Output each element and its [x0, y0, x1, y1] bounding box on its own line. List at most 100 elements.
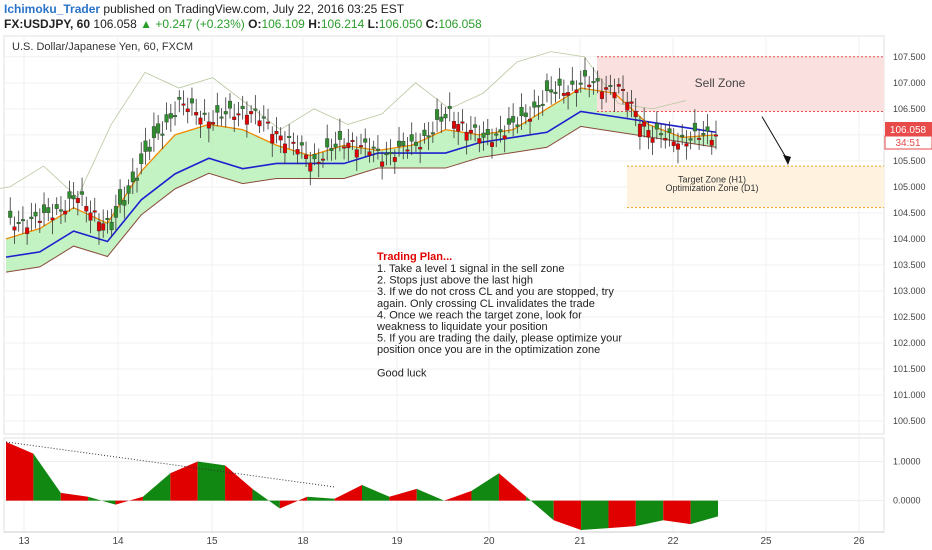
- low-label: L:: [367, 17, 379, 31]
- candle-body: [443, 113, 448, 119]
- candle-body: [240, 105, 245, 109]
- candle-body: [215, 105, 220, 113]
- price-chart[interactable]: Sell Zone Target Zone (H1)Optimization Zo…: [0, 32, 932, 550]
- candle-body: [659, 133, 664, 136]
- candle-body: [612, 92, 617, 99]
- candle-body: [650, 138, 655, 143]
- candle-body: [109, 221, 114, 231]
- plan-line-6: weakness to liquidate your position: [376, 321, 548, 333]
- candle-body: [92, 210, 97, 213]
- candle-body: [422, 129, 427, 136]
- publish-line: Ichimoku_Trader published on TradingView…: [4, 2, 404, 16]
- candle-body: [346, 142, 351, 149]
- arrow-shaft: [761, 116, 789, 162]
- candle-body: [151, 126, 156, 139]
- candle-body: [439, 116, 444, 122]
- candle-body: [570, 80, 575, 85]
- candle-body: [523, 112, 528, 117]
- y-tick-101.000: 101.000: [893, 390, 926, 400]
- candle-body: [511, 116, 516, 123]
- plan-line-7: 5. If you are trading the daily, please …: [377, 333, 622, 345]
- candles: [8, 57, 719, 245]
- y-tick-103.000: 103.000: [893, 286, 926, 296]
- osc-histogram-segment: [608, 500, 636, 529]
- plan-line-2: 2. Stops just above the last high: [377, 275, 533, 287]
- candle-body: [532, 101, 537, 108]
- candle-body: [46, 207, 51, 213]
- candle-body: [143, 140, 148, 152]
- candle-body: [249, 111, 254, 115]
- candle-body: [244, 114, 249, 125]
- symbol-label[interactable]: FX:USDJPY, 60: [4, 17, 91, 31]
- candle-body: [333, 143, 338, 148]
- symbol-line: FX:USDJPY, 60 106.058 ▲ +0.247 (+0.23%) …: [4, 17, 482, 31]
- candle-body: [316, 161, 321, 164]
- author-link[interactable]: Ichimoku_Trader: [4, 2, 101, 16]
- osc-histogram-segment: [635, 500, 664, 527]
- x-tick-26: 26: [853, 536, 865, 547]
- candle-body: [29, 216, 34, 220]
- x-tick-18: 18: [297, 536, 309, 547]
- candle-body: [291, 141, 296, 144]
- candle-body: [371, 146, 376, 149]
- candle-body: [227, 100, 232, 109]
- candle-body: [50, 217, 55, 221]
- x-tick-14: 14: [112, 536, 124, 547]
- x-tick-21: 21: [574, 536, 586, 547]
- y-axis: 107.500107.000106.500106.000105.500105.0…: [893, 52, 926, 426]
- candle-body: [37, 220, 42, 223]
- annotations: Sell Zone Target Zone (H1)Optimization Zo…: [376, 76, 791, 379]
- candle-body: [329, 147, 334, 151]
- close-value: 106.058: [438, 17, 482, 31]
- arrow-head: [783, 154, 791, 166]
- candle-body: [295, 149, 300, 155]
- y-tick-100.500: 100.500: [893, 416, 926, 426]
- candle-body: [304, 154, 309, 160]
- candle-body: [561, 92, 566, 96]
- candle-body: [177, 97, 182, 100]
- candle-body: [464, 131, 469, 141]
- y-tick-104.500: 104.500: [893, 208, 926, 218]
- candle-body: [473, 124, 478, 128]
- y-tick-107.000: 107.000: [893, 78, 926, 88]
- candle-body: [12, 226, 17, 231]
- candle-body: [130, 171, 135, 183]
- plan-title: Trading Plan...: [377, 251, 452, 263]
- candle-body: [663, 138, 668, 141]
- candle-body: [33, 211, 38, 217]
- candle-body: [502, 135, 507, 140]
- candle-body: [566, 92, 571, 96]
- candle-body: [692, 122, 697, 132]
- high-label: H:: [308, 17, 321, 31]
- osc-y-tick-0.0000: 0.0000: [893, 496, 921, 506]
- candle-body: [198, 117, 203, 125]
- plan-line-8: position once you are in the optimizatio…: [377, 344, 600, 356]
- osc-histogram-segment: [252, 488, 280, 509]
- candle-body: [16, 222, 21, 224]
- candle-body: [642, 121, 647, 127]
- candle-body: [637, 123, 642, 137]
- y-tick-102.000: 102.000: [893, 338, 926, 348]
- plan-line-10: Good luck: [377, 367, 427, 379]
- candle-body: [671, 141, 676, 147]
- candle-body: [697, 137, 702, 140]
- plan-line-5: 4. Once we reach the target zone, look f…: [377, 309, 582, 321]
- candle-body: [367, 151, 372, 156]
- candle-body: [418, 146, 423, 150]
- candle-body: [515, 124, 520, 127]
- candle-body: [67, 191, 72, 199]
- y-tick-102.500: 102.500: [893, 312, 926, 322]
- candle-body: [113, 206, 118, 218]
- candle-body: [519, 107, 524, 117]
- candle-body: [481, 132, 486, 138]
- candle-body: [122, 200, 127, 206]
- osc-histogram-segment: [389, 488, 417, 501]
- candle-body: [8, 210, 13, 218]
- osc-histogram-segment: [225, 465, 253, 501]
- candle-body: [705, 126, 710, 132]
- candle-body: [401, 141, 406, 147]
- close-label: C:: [425, 17, 439, 31]
- candle-body: [578, 82, 583, 85]
- candle-body: [621, 88, 626, 91]
- candle-body: [409, 134, 414, 142]
